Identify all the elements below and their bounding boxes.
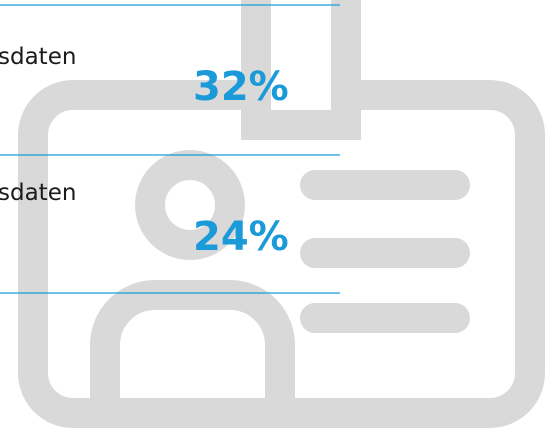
item-label: sdaten xyxy=(0,180,76,206)
id-card-icon xyxy=(18,0,545,428)
item-label: sdaten xyxy=(0,44,76,70)
item-value: 32% xyxy=(193,64,289,110)
card-clip xyxy=(241,0,361,140)
person-body xyxy=(90,280,295,413)
person-head xyxy=(135,150,245,260)
item-value: 24% xyxy=(193,214,289,260)
